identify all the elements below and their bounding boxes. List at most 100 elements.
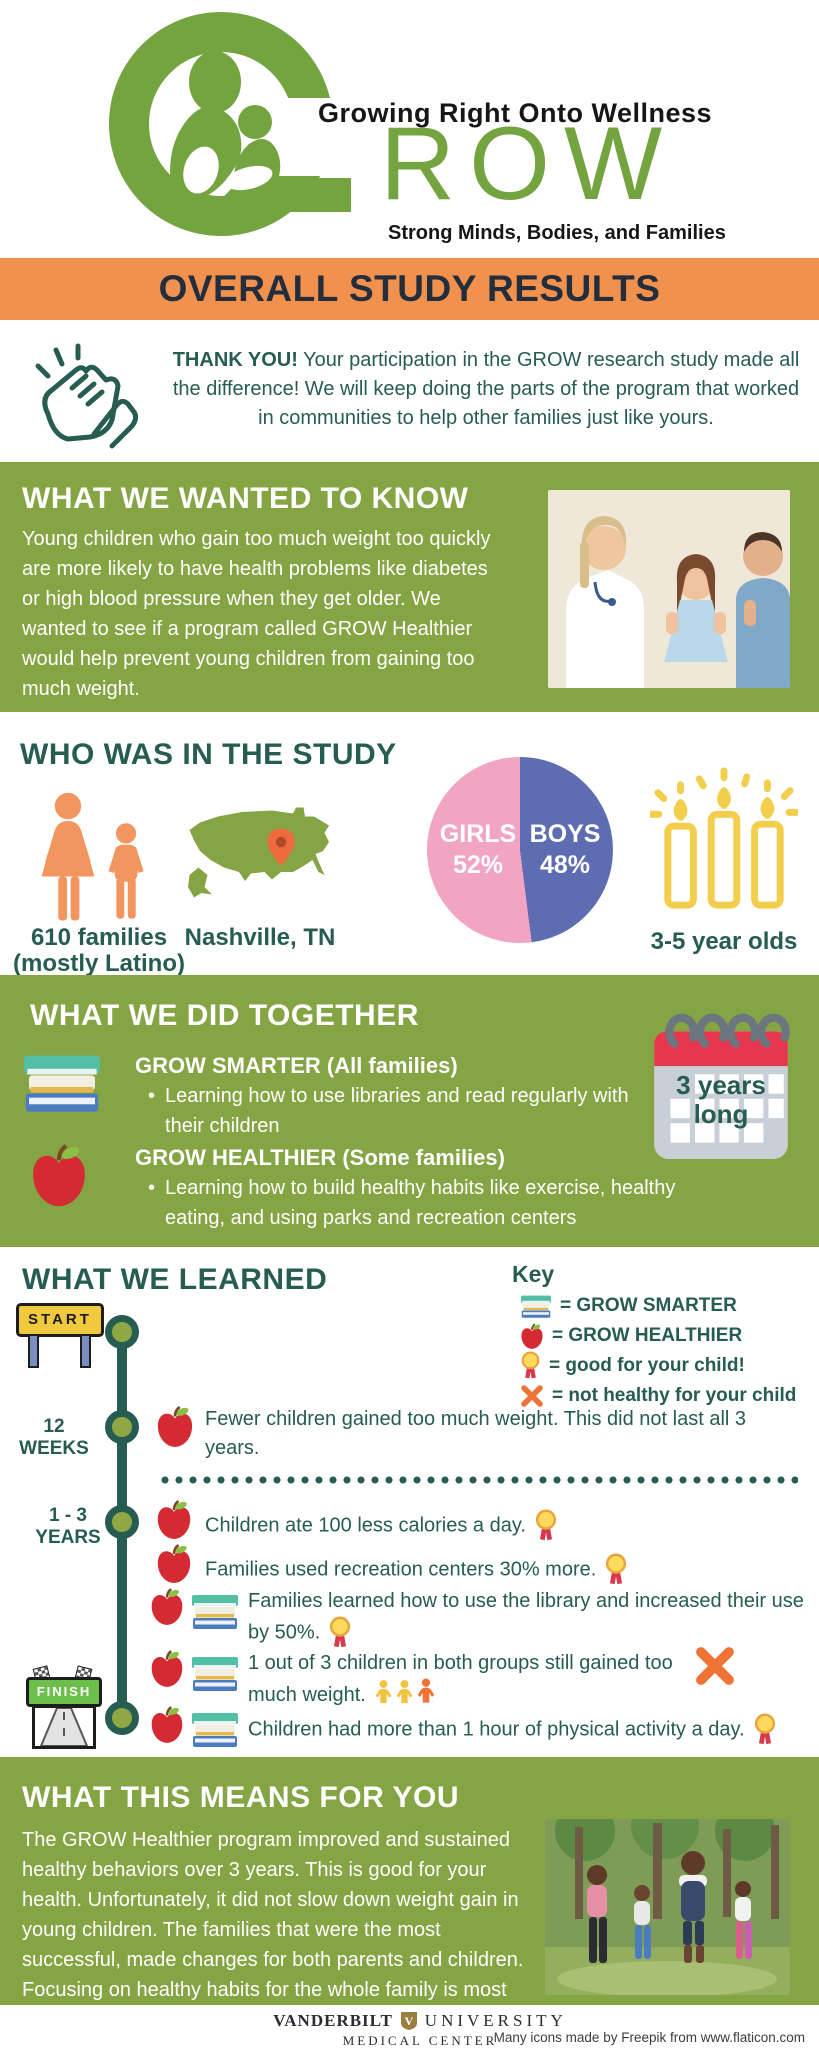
apple-icon — [30, 1143, 88, 1209]
milestone-row-3: Families learned how to use the library … — [248, 1587, 808, 1650]
apple-icon — [156, 1405, 194, 1449]
wanted-section: WHAT WE WANTED TO KNOW Young children wh… — [0, 462, 819, 712]
label-12-weeks: 12 WEEKS — [19, 1416, 89, 1459]
clapping-hands-icon — [35, 343, 139, 449]
family-walking-photo — [545, 1819, 790, 1995]
grow-healthier-title: GROW HEALTHIER (Some families) — [135, 1145, 505, 1170]
means-body: The GROW Healthier program improved and … — [22, 1829, 524, 2031]
vanderbilt-name: VANDERBILT — [273, 2011, 393, 2030]
milestone-row-3-text: Families learned how to use the library … — [248, 1590, 804, 1644]
grow-logo-icon — [109, 12, 355, 236]
logo-tagline-bottom: Strong Minds, Bodies, and Families — [388, 222, 726, 244]
start-sign-post — [28, 1334, 39, 1368]
vanderbilt-line1: VANDERBILT V UNIVERSITY — [255, 2011, 585, 2031]
milestone-row-1: Children ate 100 less calories a day. — [205, 1509, 765, 1543]
family-figures-icon — [374, 1678, 438, 1713]
means-section: WHAT THIS MEANS FOR YOU The GROW Healthi… — [0, 1757, 819, 2031]
boys-value: 48% — [539, 851, 591, 880]
timeline-node-start — [105, 1315, 139, 1349]
thank-you-section: THANK YOU! Your participation in the GRO… — [0, 320, 819, 462]
footer: VANDERBILT V UNIVERSITY MEDICAL CENTER M… — [0, 2005, 819, 2048]
milestone-row-5: Children had more than 1 hour of physica… — [248, 1713, 808, 1747]
wanted-heading: WHAT WE WANTED TO KNOW — [22, 482, 469, 515]
sex-pie-chart: GIRLS 52% BOYS 48% — [427, 757, 613, 943]
doctor-family-photo — [548, 490, 790, 688]
did-heading: WHAT WE DID TOGETHER — [30, 999, 419, 1032]
vanderbilt-word2: UNIVERSITY — [424, 2011, 567, 2030]
label-years: 1 - 3 YEARS — [20, 1505, 116, 1549]
apple-icon — [150, 1649, 184, 1689]
ages-caption: 3-5 year olds — [650, 928, 798, 955]
thank-you-body: Your participation in the GROW research … — [172, 349, 800, 429]
milestone-12weeks-text: Fewer children gained too much weight. T… — [205, 1408, 747, 1459]
label-years-line2: YEARS — [35, 1527, 101, 1548]
medal-icon — [328, 1616, 352, 1650]
key-row-smarter: = GROW SMARTER — [520, 1291, 796, 1321]
calendar-line2: long — [693, 1098, 749, 1129]
location-caption: Nashville, TN — [184, 924, 336, 951]
bullet-dot: • — [148, 1177, 156, 1199]
apple-icon — [156, 1499, 192, 1541]
banner-title: OVERALL STUDY RESULTS — [158, 268, 661, 309]
timeline-node-12weeks — [105, 1410, 139, 1444]
books-icon — [192, 1595, 238, 1629]
vanderbilt-line2: MEDICAL CENTER — [342, 2033, 498, 2048]
calendar-icon: 3 years long — [652, 1011, 790, 1161]
girls-value: 52% — [452, 851, 504, 880]
boys-name: BOYS — [529, 820, 601, 848]
did-section: WHAT WE DID TOGETHER GROW SMARTER (All f… — [0, 975, 819, 1247]
books-icon — [192, 1657, 238, 1691]
usa-map-icon — [188, 807, 329, 898]
girls-name: GIRLS — [439, 820, 517, 848]
bullet-dot: • — [148, 1085, 156, 1107]
medal-icon — [753, 1713, 777, 1747]
finish-road-icon — [32, 1705, 96, 1749]
calendar-line1: 3 years — [676, 1070, 766, 1100]
families-caption-line1: 610 families — [30, 924, 168, 951]
medal-icon — [604, 1553, 628, 1587]
grow-smarter-bullet-text: Learning how to use libraries and read r… — [165, 1085, 629, 1137]
logo-tagline-top: Growing Right Onto Wellness — [318, 98, 713, 128]
start-sign-post — [80, 1334, 91, 1368]
books-icon — [192, 1713, 238, 1747]
finish-sign-label: FINISH — [26, 1677, 102, 1707]
key-label-healthier: = GROW HEALTHIER — [552, 1325, 743, 1346]
header: Growing Right Onto Wellness ROW Strong M… — [0, 0, 819, 258]
label-years-line1: 1 - 3 — [48, 1505, 88, 1526]
timeline-node-years — [105, 1505, 139, 1539]
candles-icon — [650, 767, 798, 909]
medal-icon — [521, 1351, 540, 1379]
grow-healthier-bullet-text: Learning how to build healthy habits lik… — [165, 1177, 676, 1229]
milestone-row-2: Families used recreation centers 30% mor… — [205, 1553, 785, 1587]
calendar-text: 3 years long — [660, 1071, 782, 1128]
results-banner: OVERALL STUDY RESULTS — [0, 258, 819, 320]
timeline-dotted-separator — [158, 1475, 798, 1485]
families-caption-line2: (mostly Latino) — [13, 950, 185, 977]
key-legend: = GROW SMARTER = GROW HEALTHIER = good f… — [520, 1291, 796, 1411]
medal-icon — [534, 1509, 558, 1543]
finish-sign: FINISH — [26, 1665, 102, 1749]
start-sign-label: START — [16, 1303, 104, 1337]
learned-heading: WHAT WE LEARNED — [22, 1263, 328, 1296]
who-heading: WHO WAS IN THE STUDY — [20, 738, 397, 771]
key-label-smarter: = GROW SMARTER — [560, 1295, 737, 1316]
wanted-body: Young children who gain too much weight … — [22, 528, 491, 700]
logo-row-wordmark: ROW — [380, 106, 677, 222]
apple-icon — [150, 1705, 184, 1745]
thank-you-lead: THANK YOU! — [172, 349, 298, 371]
vanderbilt-shield-letter: V — [404, 2014, 413, 2028]
apple-icon — [156, 1543, 192, 1585]
vanderbilt-shield-icon: V — [400, 2012, 417, 2030]
apple-icon — [520, 1322, 544, 1350]
families-figures-icon — [41, 792, 144, 921]
pie-girls-label: GIRLS 52% — [433, 819, 523, 882]
key-title: Key — [512, 1261, 555, 1287]
timeline-node-finish — [105, 1701, 139, 1735]
apple-icon — [150, 1587, 184, 1627]
books-icon — [24, 1055, 100, 1112]
key-row-x: = not healthy for your child — [520, 1381, 796, 1411]
grow-healthier-bullet: • Learning how to build healthy habits l… — [148, 1173, 738, 1233]
key-label-medal: = good for your child! — [549, 1355, 745, 1376]
key-label-x: = not healthy for your child — [552, 1385, 797, 1406]
